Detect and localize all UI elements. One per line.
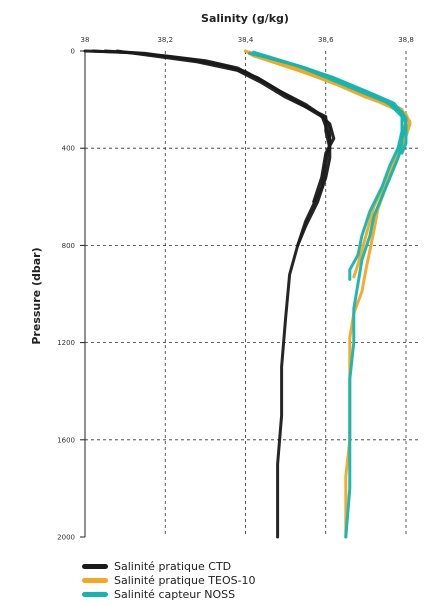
grid-lines: [85, 51, 420, 537]
legend-label-teos: Salinité pratique TEOS-10: [114, 574, 256, 587]
series-2-profile-3: [256, 53, 408, 140]
y-tick-label-2: 800: [62, 242, 75, 250]
series-2-profile-2: [260, 54, 404, 281]
y-tick-label-3: 1200: [57, 339, 75, 347]
x-tick-label-1: 38,2: [157, 36, 173, 44]
x-tick-label-3: 38,6: [318, 36, 334, 44]
legend-item-noss: Salinité capteur NOSS: [82, 588, 256, 601]
x-tick-label-2: 38,4: [238, 36, 254, 44]
legend-label-ctd: Salinité pratique CTD: [114, 560, 232, 573]
series-0-profile-3: [115, 49, 332, 150]
salinity-profile-chart: Salinity (g/kg) Pressure (dbar) 38 38,2 38…: [30, 12, 420, 542]
y-tick-label-4: 1600: [57, 436, 75, 444]
x-tick-label-4: 38,8: [398, 36, 414, 44]
legend-item-teos: Salinité pratique TEOS-10: [82, 574, 256, 587]
legend-swatch-noss: [82, 592, 108, 597]
legend: Salinité pratique CTD Salinité pratique …: [82, 560, 256, 602]
y-tick-labels: 0 400 800 1200 1600 2000: [57, 48, 75, 542]
legend-swatch-teos: [82, 578, 108, 583]
axes: [80, 50, 86, 538]
series-lines: [83, 49, 412, 539]
y-tick-label-0: 0: [71, 48, 75, 56]
y-tick-label-1: 400: [62, 145, 75, 153]
legend-swatch-ctd: [82, 564, 108, 569]
x-tick-labels: 38 38,2 38,4 38,6 38,8: [81, 36, 414, 44]
series-0-profile-0: [83, 49, 332, 539]
y-tick-label-5: 2000: [57, 534, 75, 542]
legend-label-noss: Salinité capteur NOSS: [114, 588, 236, 601]
series-0-profile-1: [91, 49, 336, 204]
x-tick-label-0: 38: [81, 36, 90, 44]
legend-item-ctd: Salinité pratique CTD: [82, 560, 256, 573]
y-axis-title: Pressure (dbar): [30, 247, 43, 344]
x-axis-title: Salinity (g/kg): [201, 12, 289, 25]
